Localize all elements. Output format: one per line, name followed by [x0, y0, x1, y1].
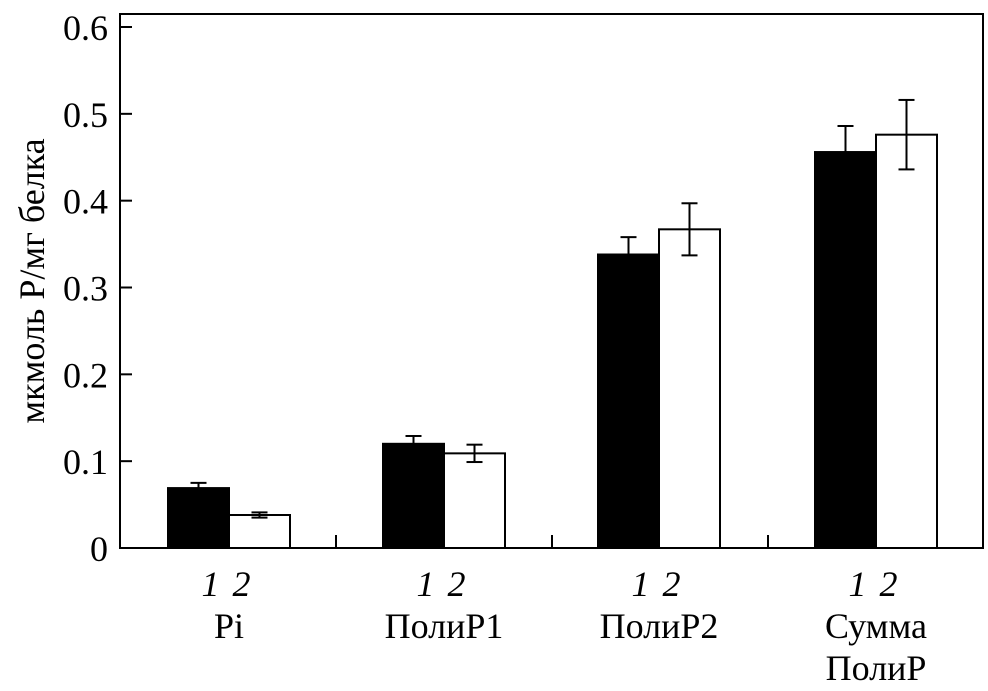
bar-series-2	[875, 133, 938, 549]
series-label: 1	[202, 564, 220, 604]
y-tick-label: 0.3	[63, 269, 108, 309]
y-tick-label: 0.1	[63, 442, 108, 482]
category-label: ПолиР	[826, 648, 927, 688]
category-label: ПолиР1	[385, 606, 504, 646]
bar-series-1	[814, 151, 877, 549]
series-label: 2	[448, 564, 466, 604]
series-label: 2	[233, 564, 251, 604]
bar-series-1	[382, 442, 445, 549]
y-axis-label: мкмоль Р/мг белка	[12, 138, 52, 423]
y-tick-label: 0.6	[63, 8, 108, 48]
y-tick-label: 0.2	[63, 355, 108, 395]
series-label: 1	[849, 564, 867, 604]
series-label: 2	[663, 564, 681, 604]
bar-series-2	[228, 514, 291, 550]
category-label: ПолиР2	[600, 606, 719, 646]
category-label: Pi	[214, 606, 244, 646]
y-tick-label: 0	[90, 529, 108, 569]
series-label: 1	[632, 564, 650, 604]
series-label: 1	[417, 564, 435, 604]
bar-series-1	[167, 487, 230, 549]
y-tick-label: 0.5	[63, 95, 108, 135]
y-tick-label: 0.4	[63, 182, 108, 222]
bar-series-2	[443, 452, 506, 549]
category-label: Сумма	[825, 606, 927, 646]
bar-series-1	[597, 253, 660, 549]
series-label: 2	[880, 564, 898, 604]
bar-series-2	[658, 228, 721, 550]
